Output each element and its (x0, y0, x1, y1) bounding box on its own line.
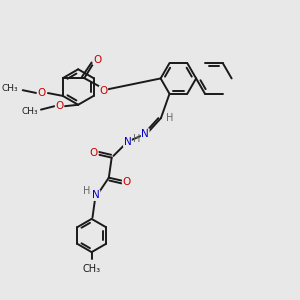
Text: H: H (83, 186, 90, 196)
Text: O: O (99, 86, 108, 96)
Text: CH₃: CH₃ (82, 264, 101, 274)
Text: N: N (92, 190, 100, 200)
Text: O: O (56, 101, 64, 111)
Text: H: H (133, 134, 140, 144)
Text: O: O (93, 55, 101, 64)
Text: N: N (141, 129, 149, 139)
Text: H: H (166, 113, 173, 123)
Text: CH₃: CH₃ (2, 84, 18, 93)
Text: CH₃: CH₃ (22, 107, 38, 116)
Text: O: O (37, 88, 46, 98)
Text: O: O (122, 177, 131, 187)
Text: N: N (124, 137, 131, 147)
Text: O: O (90, 148, 98, 158)
